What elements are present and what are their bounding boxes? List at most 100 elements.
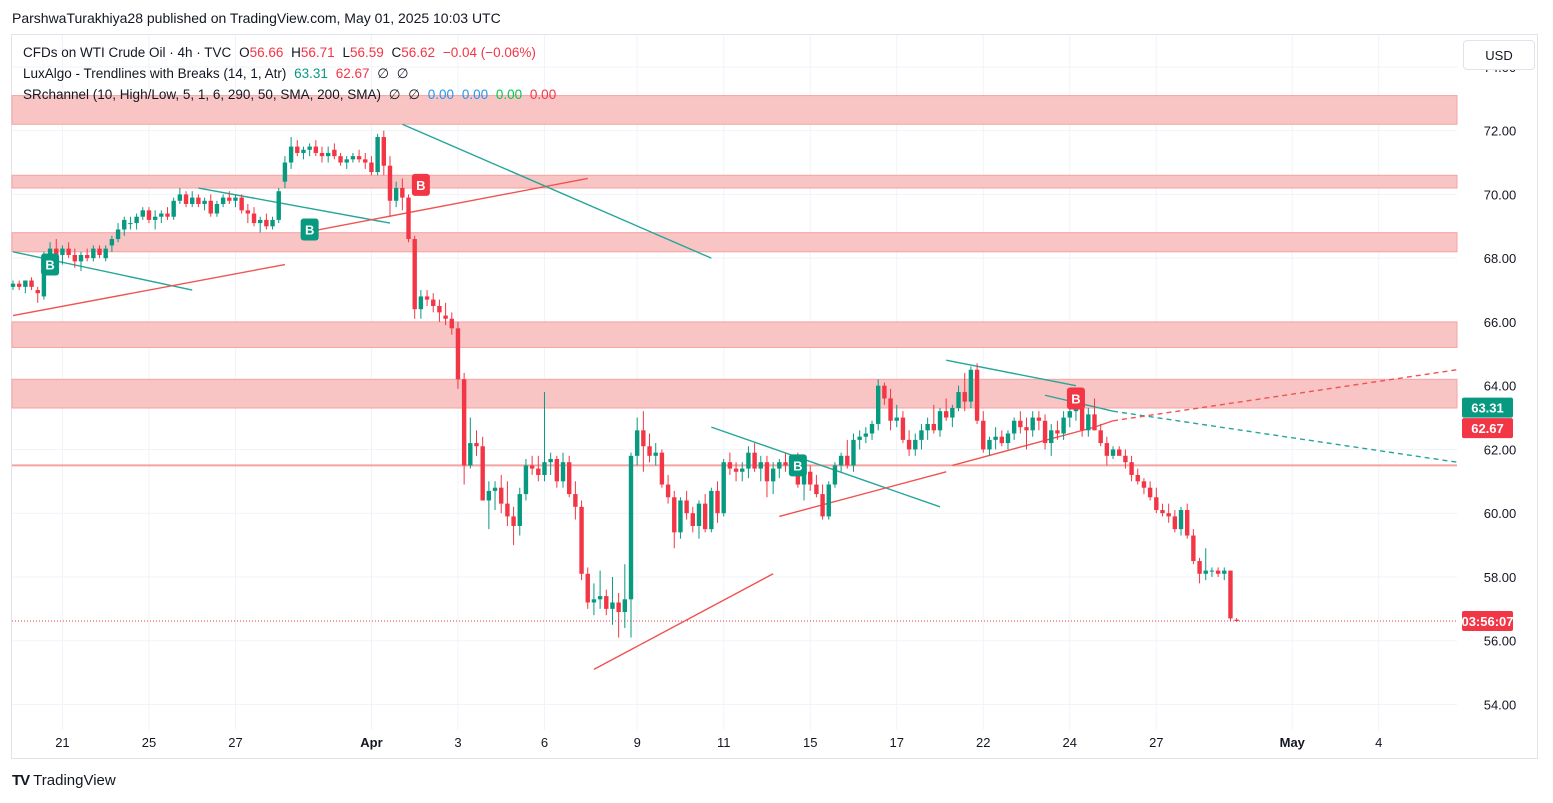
candle-body <box>1185 510 1190 536</box>
candle-body <box>400 188 405 198</box>
candle-body <box>171 200 176 217</box>
currency-button[interactable]: USD <box>1463 40 1535 70</box>
candle-body <box>455 328 461 380</box>
candle-body <box>628 455 634 600</box>
candle-body <box>1178 510 1184 530</box>
candle-body <box>1117 449 1122 456</box>
candle-body <box>1222 570 1227 574</box>
candle-body <box>727 462 733 469</box>
candle-body <box>770 468 776 482</box>
candle-body <box>140 210 145 217</box>
candle-body <box>1203 570 1208 574</box>
candle-body <box>480 446 485 501</box>
trendline-red <box>952 426 1095 467</box>
price-axis-badge <box>1462 418 1513 439</box>
candle-body <box>653 452 658 456</box>
legend-srchannel-name[interactable]: SRchannel (10, High/Low, 5, 1, 6, 290, 5… <box>23 87 381 102</box>
candle-body <box>764 462 770 482</box>
candle-body <box>1024 427 1029 431</box>
candle-body <box>585 573 590 603</box>
candle-body <box>227 197 232 201</box>
y-tick-label: 66.00 <box>1484 315 1517 330</box>
candle-body <box>1011 420 1017 434</box>
resistance-zone <box>11 174 1458 189</box>
candle-body <box>159 213 164 217</box>
x-tick-label: 27 <box>1149 735 1163 750</box>
candle-body <box>338 156 343 163</box>
candle-body <box>1086 414 1091 431</box>
break-marker <box>1066 387 1085 410</box>
candle-body <box>1055 430 1060 434</box>
candle-body <box>511 516 516 526</box>
candle-body <box>418 296 424 310</box>
legend-change: −0.04 (−0.06%) <box>442 45 536 60</box>
candle-body <box>84 254 90 259</box>
candle-body <box>505 503 510 517</box>
candle-body <box>115 229 121 240</box>
trendline-red <box>779 471 947 518</box>
resistance-zone <box>11 95 1458 125</box>
candle-body <box>486 490 492 501</box>
candle-body <box>1123 455 1128 463</box>
candle-body <box>332 149 337 157</box>
candle-body <box>832 465 838 485</box>
candle-body <box>1154 497 1159 511</box>
candle-body <box>492 487 498 491</box>
candle-body <box>97 248 102 255</box>
x-tick-label: 6 <box>541 735 548 750</box>
y-tick-label: 54.00 <box>1484 697 1517 712</box>
candle-body <box>1172 516 1178 530</box>
candle-body <box>1018 420 1023 428</box>
candle-body <box>684 500 689 514</box>
candle-body <box>1129 462 1134 475</box>
candle-body <box>1042 420 1048 444</box>
candle-body <box>696 503 702 526</box>
candle-body <box>622 599 628 613</box>
candle-body <box>499 487 504 504</box>
candle-body <box>888 398 893 421</box>
candle-body <box>381 137 386 166</box>
candle-body <box>567 462 572 495</box>
trendline-red <box>1094 420 1114 428</box>
candle-body <box>777 462 782 469</box>
legend-luxalgo-lower: 62.67 <box>335 66 370 81</box>
legend-srchannel-empty-1: ∅ <box>388 87 401 102</box>
candle-body <box>808 471 813 485</box>
y-tick-label: 72.00 <box>1484 124 1517 139</box>
candle-body <box>1141 481 1147 488</box>
trendline-teal <box>711 426 941 508</box>
candle-body <box>10 283 16 287</box>
candle-body <box>641 430 646 447</box>
candle-body <box>54 248 59 255</box>
candle-body <box>1215 570 1221 574</box>
candle-body <box>900 417 906 440</box>
candle-body <box>826 484 831 517</box>
trendline-teal <box>1112 410 1458 463</box>
candle-body <box>461 379 467 466</box>
candle-body <box>41 254 47 297</box>
legend-luxalgo-name[interactable]: LuxAlgo - Trendlines with Breaks (14, 1,… <box>23 66 287 81</box>
candle-body <box>851 439 856 466</box>
candle-body <box>78 254 84 262</box>
candle-body <box>468 443 473 466</box>
candle-body <box>690 513 695 526</box>
legend-srchannel-value-2: 0.00 <box>461 87 489 102</box>
candle-body <box>406 197 411 240</box>
candle-body <box>313 146 319 153</box>
candle-body <box>542 462 547 475</box>
candle-body <box>190 197 195 204</box>
candle-body <box>913 439 918 450</box>
candle-body <box>165 213 170 217</box>
candle-body <box>109 239 115 246</box>
candle-body <box>196 197 201 204</box>
candle-body <box>678 500 683 533</box>
legend-symbol-name[interactable]: CFDs on WTI Crude Oil · 4h · TVC <box>23 45 232 60</box>
candle-body <box>560 462 566 482</box>
candle-body <box>369 162 374 173</box>
candle-body <box>758 462 763 469</box>
candle-body <box>387 165 393 201</box>
candle-body <box>610 602 615 609</box>
candle-body <box>597 596 603 600</box>
candle-body <box>579 506 584 574</box>
